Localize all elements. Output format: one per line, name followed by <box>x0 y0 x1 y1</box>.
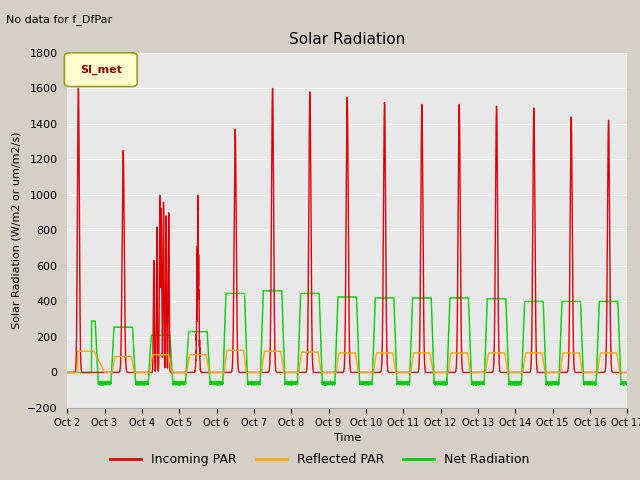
FancyBboxPatch shape <box>65 53 137 86</box>
Text: No data for f_DfPar: No data for f_DfPar <box>6 13 113 24</box>
Legend: Incoming PAR, Reflected PAR, Net Radiation: Incoming PAR, Reflected PAR, Net Radiati… <box>105 448 535 471</box>
Title: Solar Radiation: Solar Radiation <box>289 33 405 48</box>
X-axis label: Time: Time <box>333 433 361 443</box>
Text: SI_met: SI_met <box>80 65 122 75</box>
Y-axis label: Solar Radiation (W/m2 or um/m2/s): Solar Radiation (W/m2 or um/m2/s) <box>12 132 21 329</box>
